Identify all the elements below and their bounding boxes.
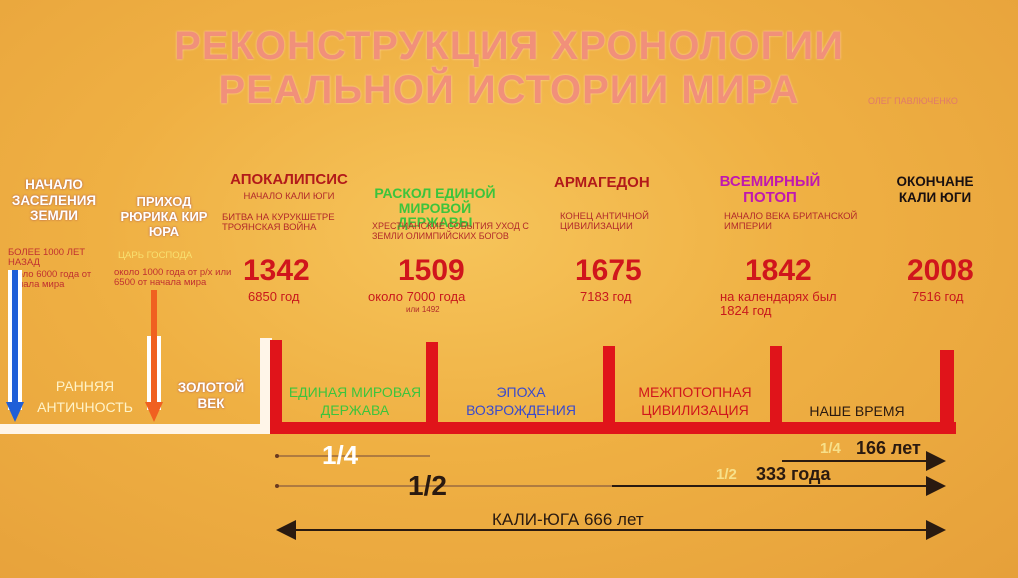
era-early-antiquity: РАННЯЯ АНТИЧНОСТЬ (37, 378, 133, 415)
event-split-details: ХРЕСТИАНСКИЕ СОБЫТИЯ УХОД С ЗЕМЛИ ОЛИМПИ… (372, 221, 529, 241)
title-line-1: РЕКОНСТРУКЦИЯ ХРОНОЛОГИИ (174, 24, 844, 68)
white-baseline (0, 424, 270, 434)
author-label: ОЛЕГ ПАВЛЮЧЕНКО (868, 96, 958, 106)
tick-1675 (603, 346, 615, 434)
rurik-subtitle: ЦАРЬ ГОСПОДА (118, 250, 193, 261)
label-quarter-right-fraction: 1/4 (820, 440, 841, 457)
event-armageddon-year: 1675 (575, 254, 642, 287)
label-half-right-fraction: 1/2 (716, 466, 737, 483)
settlement-title: НАЧАЛО ЗАСЕЛЕНИЯ ЗЕМЛИ (11, 177, 97, 224)
event-split-year: 1509 (398, 254, 465, 287)
label-quarter-right-value: 166 лет (856, 438, 921, 458)
settlement-note-2: около 6000 года от начала мира (8, 269, 92, 291)
event-split-sub: около 7000 года (368, 289, 466, 304)
event-details: БИТВА НА КУРУКШЕТРЕ ТРОЯНСКАЯ ВОЙНА (222, 212, 335, 234)
event-end-year: 2008 (907, 254, 974, 287)
era-unified-power: ЕДИНАЯ МИРОВАЯ ДЕРЖАВА (288, 384, 422, 418)
event-year: 1342 (243, 254, 310, 287)
settlement-note-1: БОЛЕЕ 1000 ЛЕТ НАЗАД (8, 247, 86, 269)
rurik-arrow (151, 290, 157, 406)
event-split-sub2: или 1492 (406, 305, 440, 314)
event-split-name: РАСКОЛ ЕДИНОЙ МИРОВОЙ ДЕРЖАВЫ (374, 185, 496, 231)
title-line-2: РЕАЛЬНОЙ ИСТОРИИ МИРА (218, 68, 800, 112)
tick-1842 (770, 346, 782, 434)
event-name: АПОКАЛИПСИС (230, 171, 348, 188)
event-armageddon-sub: 7183 год (580, 289, 632, 304)
label-quarter-left: 1/4 (322, 440, 359, 470)
event-flood-year: 1842 (745, 254, 812, 287)
era-renaissance: ЭПОХА ВОЗРОЖДЕНИЯ (466, 384, 576, 418)
label-half-right-value: 333 года (756, 464, 831, 484)
label-kali-yuga: КАЛИ-ЮГА 666 лет (492, 510, 644, 529)
event-subtitle: НАЧАЛО КАЛИ ЮГИ (243, 190, 335, 202)
era-our-time: НАШЕ ВРЕМЯ (809, 403, 905, 419)
event-flood-name: ВСЕМИРНЫЙ ПОТОП (719, 173, 821, 206)
event-flood-sub: на календарях был 1824 год (720, 289, 837, 319)
tick-2008 (940, 350, 954, 434)
era-golden-age: ЗОЛОТОЙ ВЕК (177, 380, 245, 411)
rurik-title: ПРИХОД РЮРИКА КИР ЮРА (120, 194, 208, 239)
settlement-arrow (12, 270, 18, 406)
tick-1342 (270, 340, 282, 434)
era-interflood: МЕЖПОТОПНАЯ ЦИВИЛИЗАЦИЯ (638, 384, 752, 418)
settlement-arrow-head (6, 402, 24, 422)
white-bracket (260, 338, 272, 434)
rurik-arrow-head (145, 402, 163, 422)
event-apocalypse: АПОКАЛИПСИС НАЧАЛО КАЛИ ЮГИ (214, 172, 364, 202)
event-sub: 6850 год (248, 289, 300, 304)
event-flood-details: НАЧАЛО ВЕКА БРИТАНСКОЙ ИМПЕРИИ (724, 211, 858, 233)
label-half-left: 1/2 (408, 470, 447, 501)
event-armageddon-details: КОНЕЦ АНТИЧНОЙ ЦИВИЛИЗАЦИИ (560, 211, 649, 233)
event-armageddon-name: АРМАГЕДОН (554, 174, 650, 191)
rurik-note: около 1000 года от р/х или 6500 от начал… (114, 267, 232, 289)
tick-1509 (426, 342, 438, 434)
event-end-name: ОКОНЧАНЕ КАЛИ ЮГИ (896, 174, 974, 205)
event-end-sub: 7516 год (912, 289, 964, 304)
